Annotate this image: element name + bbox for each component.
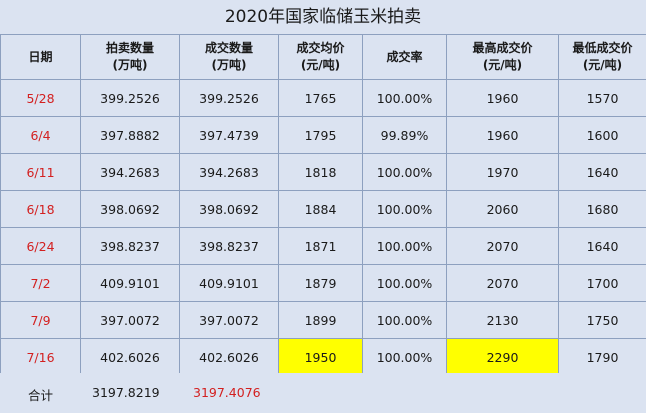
cell-deal-rate[interactable]: 100.00% xyxy=(362,338,447,376)
cell-deal-quantity[interactable]: 398.0692 xyxy=(179,190,279,228)
cell-deal-rate[interactable]: 100.00% xyxy=(362,227,447,265)
cell-auction-quantity[interactable]: 402.6026 xyxy=(80,338,180,376)
cell-max-price[interactable]: 1960 xyxy=(446,79,559,117)
cell-deal-rate[interactable]: 100.00% xyxy=(362,190,447,228)
cell-date[interactable]: 5/28 xyxy=(0,79,81,117)
cell-auction-quantity[interactable]: 394.2683 xyxy=(80,153,180,191)
column-header-label: 拍卖数量 xyxy=(105,41,154,55)
cell-deal-quantity[interactable]: 397.4739 xyxy=(179,116,279,154)
cell-average-price[interactable]: 1950 xyxy=(278,338,363,376)
cell-min-price[interactable]: 1790 xyxy=(558,338,646,376)
cell-auction-quantity[interactable]: 409.9101 xyxy=(80,264,180,302)
cell-max-price[interactable]: 2070 xyxy=(446,264,559,302)
column-header-unit: (万吨) xyxy=(112,58,148,72)
column-header-label: 最高成交价 xyxy=(472,41,533,55)
table-row: 6/18 398.0692 398.0692 1884 100.00% 2060 1680 xyxy=(0,190,646,228)
cell-deal-rate[interactable]: 100.00% xyxy=(362,153,447,191)
cell-max-price[interactable]: 2130 xyxy=(446,301,559,339)
cell-auction-quantity[interactable]: 398.8237 xyxy=(80,227,180,265)
table-row: 6/24 398.8237 398.8237 1871 100.00% 2070 1640 xyxy=(0,227,646,265)
cell-min-price[interactable]: 1680 xyxy=(558,190,646,228)
column-header-label: 最低成交价 xyxy=(572,41,633,55)
table-row: 6/11 394.2683 394.2683 1818 100.00% 1970 1640 xyxy=(0,153,646,191)
column-header-unit: (元/吨) xyxy=(300,58,341,72)
cell-min-price[interactable]: 1570 xyxy=(558,79,646,117)
total-row: 合计 3197.8219 3197.4076 xyxy=(0,373,646,413)
cell-date[interactable]: 7/2 xyxy=(0,264,81,302)
cell-max-price[interactable]: 1970 xyxy=(446,153,559,191)
cell-deal-rate[interactable]: 100.00% xyxy=(362,79,447,117)
column-header-auction-quantity[interactable]: 拍卖数量 (万吨) xyxy=(80,34,180,80)
total-auction-quantity: 3197.8219 xyxy=(92,385,160,400)
cell-deal-quantity[interactable]: 394.2683 xyxy=(179,153,279,191)
cell-min-price[interactable]: 1600 xyxy=(558,116,646,154)
cell-auction-quantity[interactable]: 398.0692 xyxy=(80,190,180,228)
cell-average-price[interactable]: 1879 xyxy=(278,264,363,302)
column-header-min-price[interactable]: 最低成交价 (元/吨) xyxy=(558,34,646,80)
table-row: 7/16 402.6026 402.6026 1950 100.00% 2290 1790 xyxy=(0,338,646,376)
table-title: 2020年国家临储玉米拍卖 xyxy=(0,0,646,34)
cell-deal-quantity[interactable]: 402.6026 xyxy=(179,338,279,376)
cell-max-price[interactable]: 2060 xyxy=(446,190,559,228)
column-header-label: 日期 xyxy=(28,49,53,64)
cell-min-price[interactable]: 1640 xyxy=(558,227,646,265)
cell-date[interactable]: 6/4 xyxy=(0,116,81,154)
cell-date[interactable]: 6/24 xyxy=(0,227,81,265)
cell-min-price[interactable]: 1640 xyxy=(558,153,646,191)
table-row: 6/4 397.8882 397.4739 1795 99.89% 1960 1600 xyxy=(0,116,646,154)
cell-deal-rate[interactable]: 99.89% xyxy=(362,116,447,154)
cell-deal-rate[interactable]: 100.00% xyxy=(362,301,447,339)
cell-average-price[interactable]: 1765 xyxy=(278,79,363,117)
column-header-label: 成交均价 xyxy=(296,41,345,55)
cell-average-price[interactable]: 1871 xyxy=(278,227,363,265)
cell-average-price[interactable]: 1818 xyxy=(278,153,363,191)
cell-average-price[interactable]: 1884 xyxy=(278,190,363,228)
cell-date[interactable]: 6/11 xyxy=(0,153,81,191)
cell-deal-quantity[interactable]: 409.9101 xyxy=(179,264,279,302)
cell-max-price[interactable]: 1960 xyxy=(446,116,559,154)
cell-deal-quantity[interactable]: 397.0072 xyxy=(179,301,279,339)
cell-average-price[interactable]: 1795 xyxy=(278,116,363,154)
cell-auction-quantity[interactable]: 399.2526 xyxy=(80,79,180,117)
column-header-unit: (万吨) xyxy=(211,58,247,72)
cell-max-price[interactable]: 2290 xyxy=(446,338,559,376)
auction-table: 日期 拍卖数量 (万吨) 成交数量 (万吨) 成交均价 (元/吨) 成交率 最高成交价 (元/吨)… xyxy=(0,34,646,376)
total-label: 合计 xyxy=(28,388,54,403)
cell-auction-quantity[interactable]: 397.0072 xyxy=(80,301,180,339)
cell-max-price[interactable]: 2070 xyxy=(446,227,559,265)
cell-date[interactable]: 7/9 xyxy=(0,301,81,339)
column-header-max-price[interactable]: 最高成交价 (元/吨) xyxy=(446,34,559,80)
table-body: 5/28 399.2526 399.2526 1765 100.00% 1960 1570 6… xyxy=(0,79,646,376)
column-header-average-price[interactable]: 成交均价 (元/吨) xyxy=(278,34,363,80)
total-deal-quantity: 3197.4076 xyxy=(193,385,261,400)
column-header-label: 成交数量 xyxy=(204,41,253,55)
cell-deal-quantity[interactable]: 399.2526 xyxy=(179,79,279,117)
cell-date[interactable]: 7/16 xyxy=(0,338,81,376)
table-row: 7/2 409.9101 409.9101 1879 100.00% 2070 1700 xyxy=(0,264,646,302)
column-header-label: 成交率 xyxy=(386,49,423,64)
cell-deal-quantity[interactable]: 398.8237 xyxy=(179,227,279,265)
cell-auction-quantity[interactable]: 397.8882 xyxy=(80,116,180,154)
cell-min-price[interactable]: 1700 xyxy=(558,264,646,302)
column-header-date[interactable]: 日期 xyxy=(0,34,81,80)
cell-date[interactable]: 6/18 xyxy=(0,190,81,228)
cell-average-price[interactable]: 1899 xyxy=(278,301,363,339)
table-row: 5/28 399.2526 399.2526 1765 100.00% 1960 1570 xyxy=(0,79,646,117)
cell-min-price[interactable]: 1750 xyxy=(558,301,646,339)
table-row: 7/9 397.0072 397.0072 1899 100.00% 2130 1750 xyxy=(0,301,646,339)
column-header-deal-quantity[interactable]: 成交数量 (万吨) xyxy=(179,34,279,80)
column-header-unit: (元/吨) xyxy=(582,58,623,72)
column-header-unit: (元/吨) xyxy=(482,58,523,72)
column-header-deal-rate[interactable]: 成交率 xyxy=(362,34,447,80)
cell-deal-rate[interactable]: 100.00% xyxy=(362,264,447,302)
header-row: 日期 拍卖数量 (万吨) 成交数量 (万吨) 成交均价 (元/吨) 成交率 最高成交价 (元/吨)… xyxy=(0,34,646,80)
